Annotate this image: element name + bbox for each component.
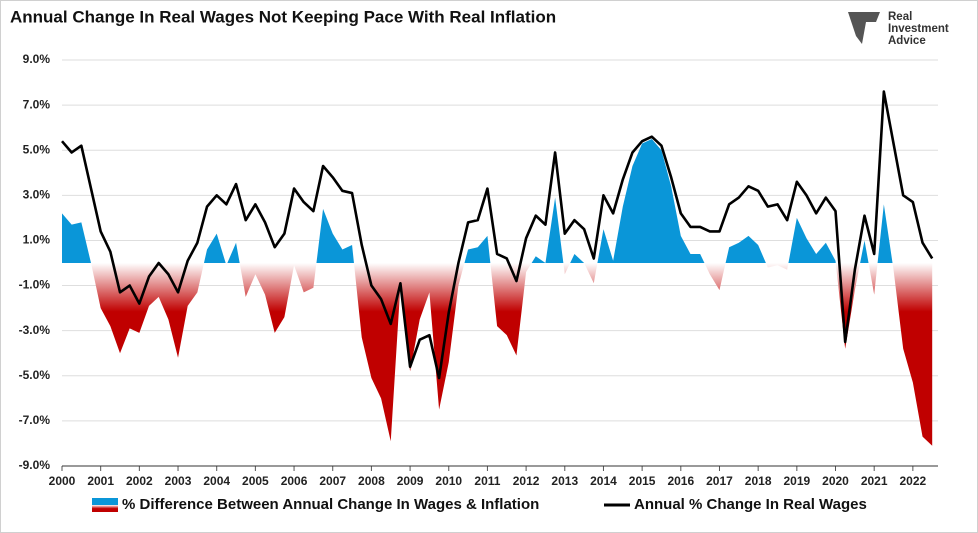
difference-area	[62, 138, 933, 446]
brand-logo: Real Investment Advice	[848, 11, 949, 47]
y-tick-label: 7.0%	[23, 97, 51, 111]
y-tick-label: -7.0%	[19, 413, 51, 427]
y-tick-label: 5.0%	[23, 142, 51, 156]
x-tick-label: 2005	[242, 474, 269, 488]
x-tick-label: 2006	[281, 474, 308, 488]
x-tick-label: 2012	[513, 474, 540, 488]
x-tick-label: 2008	[358, 474, 385, 488]
y-tick-label: -5.0%	[19, 368, 51, 382]
x-tick-label: 2004	[203, 474, 230, 488]
x-tick-label: 2022	[900, 474, 927, 488]
x-tick-label: 2019	[783, 474, 810, 488]
x-tick-label: 2017	[706, 474, 733, 488]
x-tick-label: 2016	[667, 474, 694, 488]
x-tick-label: 2018	[745, 474, 772, 488]
x-tick-label: 2010	[435, 474, 462, 488]
legend-swatch	[92, 498, 118, 512]
y-tick-label: -3.0%	[19, 323, 51, 337]
x-tick-label: 2013	[551, 474, 578, 488]
x-tick-label: 2002	[126, 474, 153, 488]
y-tick-label: -1.0%	[19, 278, 51, 292]
x-tick-label: 2011	[474, 474, 500, 488]
brand-text: Advice	[888, 35, 926, 47]
wage-line	[61, 90, 934, 380]
y-tick-label: 3.0%	[23, 188, 51, 202]
brand-text: Real	[888, 11, 912, 23]
legend-label: Annual % Change In Real Wages	[634, 496, 867, 513]
x-tick-label: 2015	[629, 474, 656, 488]
x-tick-label: 2001	[87, 474, 114, 488]
x-tick-label: 2007	[319, 474, 346, 488]
x-tick-label: 2020	[822, 474, 849, 488]
x-tick-label: 2000	[49, 474, 76, 488]
y-tick-label: -9.0%	[19, 458, 51, 472]
y-tick-label: 1.0%	[23, 233, 51, 247]
brand-text: Investment	[888, 23, 949, 35]
y-tick-label: 9.0%	[23, 52, 51, 66]
chart-title: Annual Change In Real Wages Not Keeping …	[10, 7, 556, 26]
x-tick-label: 2014	[590, 474, 617, 488]
logo-icon	[848, 12, 880, 44]
x-tick-label: 2003	[165, 474, 192, 488]
x-tick-label: 2021	[861, 474, 888, 488]
legend-label: % Difference Between Annual Change In Wa…	[122, 496, 539, 513]
x-tick-label: 2009	[397, 474, 424, 488]
